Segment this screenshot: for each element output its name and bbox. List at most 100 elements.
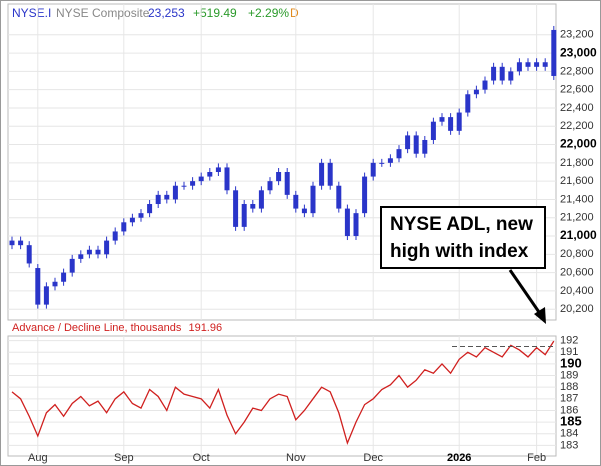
- candle: [508, 71, 514, 81]
- y-tick-label: 20,400: [560, 285, 594, 297]
- candle: [224, 167, 230, 191]
- y-tick-label: 187: [560, 393, 578, 405]
- candle: [215, 167, 221, 172]
- candle: [9, 240, 15, 246]
- adl-last-value: 191.96: [188, 322, 222, 334]
- candle: [456, 112, 462, 131]
- y-tick-label: 23,000: [560, 45, 597, 59]
- candle: [69, 258, 75, 273]
- candle: [293, 194, 299, 209]
- candle: [491, 66, 497, 81]
- adl-title: Advance / Decline Line, thousands 191.96: [12, 322, 222, 334]
- candle: [233, 190, 239, 227]
- candle: [353, 213, 359, 237]
- candle: [241, 204, 247, 227]
- y-tick-label: 21,200: [560, 212, 594, 224]
- candle: [121, 222, 127, 232]
- candle: [430, 121, 436, 140]
- candle: [138, 213, 144, 218]
- y-tick-label: 22,400: [560, 102, 594, 114]
- candle: [276, 172, 282, 182]
- annotation-arrow: [508, 269, 543, 316]
- y-tick-label: 21,400: [560, 193, 594, 205]
- x-tick-label: Dec: [363, 452, 383, 464]
- candle: [43, 286, 49, 305]
- candle: [439, 117, 445, 122]
- candle: [534, 62, 540, 67]
- y-tick-label: 20,600: [560, 267, 594, 279]
- candle: [310, 185, 316, 214]
- candle: [370, 162, 376, 177]
- candle: [336, 185, 342, 209]
- candle: [78, 254, 84, 259]
- candle: [362, 176, 368, 214]
- candle: [267, 181, 273, 191]
- adl-title-text: Advance / Decline Line, thousands: [12, 322, 182, 334]
- candle: [499, 66, 505, 81]
- x-tick-label: 2026: [447, 452, 471, 464]
- candle: [207, 172, 213, 177]
- bottom-panel: [7, 335, 557, 457]
- candle: [525, 62, 531, 67]
- x-tick-label: Sep: [114, 452, 134, 464]
- annotation-line: high with index: [390, 241, 529, 262]
- last-price: 23,253: [148, 6, 185, 20]
- y-tick-label: 188: [560, 381, 578, 393]
- x-tick-label: Aug: [28, 452, 48, 464]
- x-tick-label: Feb: [527, 452, 546, 464]
- candle: [250, 204, 256, 209]
- candle: [551, 29, 557, 76]
- candle: [258, 190, 264, 209]
- arrow-head: [534, 307, 546, 324]
- candle: [413, 135, 419, 154]
- annotation-box: [380, 206, 546, 269]
- candle: [387, 158, 393, 163]
- y-tick-label: 23,200: [560, 29, 594, 41]
- candle: [104, 240, 110, 255]
- adl-line: [11, 340, 555, 446]
- y-tick-label: 21,000: [560, 228, 597, 242]
- y-tick-label: 186: [560, 404, 578, 416]
- candle: [344, 208, 350, 237]
- candle: [155, 194, 161, 205]
- candle: [181, 185, 187, 187]
- candle: [482, 80, 488, 90]
- y-tick-label: 22,200: [560, 120, 594, 132]
- candle: [422, 139, 428, 154]
- y-tick-label: 185: [560, 414, 582, 429]
- y-tick-label: 183: [560, 439, 578, 451]
- candle: [35, 268, 41, 305]
- candle: [52, 281, 58, 287]
- y-tick-label: 22,000: [560, 137, 597, 151]
- y-tick-label: 20,200: [560, 303, 594, 315]
- y-tick-label: 184: [560, 428, 578, 440]
- header: NYSE.I NYSE Composite 23,253 +519.49 +2.…: [12, 6, 299, 20]
- candle: [129, 217, 135, 223]
- change: +519.49: [193, 6, 237, 20]
- candle: [542, 62, 548, 67]
- x-tick-label: Oct: [193, 452, 210, 464]
- interval: D: [290, 6, 299, 20]
- candle: [18, 240, 24, 246]
- index-name: NYSE Composite: [56, 6, 150, 20]
- candle: [172, 185, 178, 200]
- candle: [112, 231, 118, 241]
- candle: [164, 194, 170, 200]
- candle: [86, 249, 92, 255]
- y-tick-label: 190: [560, 355, 582, 370]
- y-tick-label: 191: [560, 346, 578, 358]
- candle: [61, 272, 67, 282]
- top-panel: [7, 3, 557, 321]
- annotation-line: NYSE ADL, new: [390, 214, 533, 235]
- candle: [448, 117, 454, 131]
- candle: [301, 208, 307, 214]
- y-tick-label: 192: [560, 335, 578, 347]
- candle: [95, 249, 101, 255]
- candle: [190, 181, 196, 186]
- candle: [327, 162, 333, 186]
- y-tick-label: 20,800: [560, 248, 594, 260]
- x-tick-label: Nov: [286, 452, 306, 464]
- candle: [147, 204, 153, 214]
- candle: [319, 162, 325, 186]
